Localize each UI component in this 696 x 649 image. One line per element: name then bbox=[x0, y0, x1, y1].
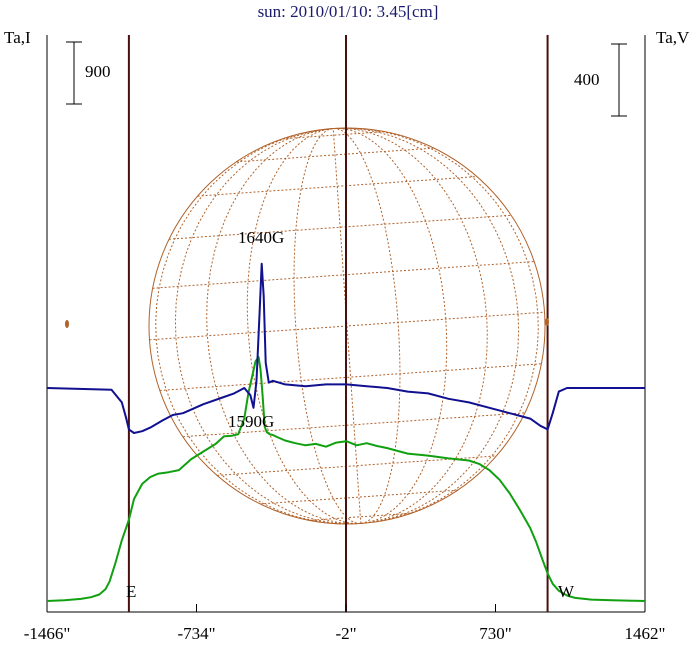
left-axis-label: Ta,I bbox=[4, 28, 31, 47]
longitude-line bbox=[333, 128, 448, 524]
circular-peak-annotation: 1590G bbox=[228, 412, 275, 431]
longitude-line bbox=[246, 128, 361, 524]
x-tick-label: -1466" bbox=[23, 624, 71, 643]
east-limb-marker: E bbox=[126, 582, 137, 601]
series-group bbox=[46, 262, 646, 602]
longitude-line bbox=[206, 128, 361, 525]
left-scale-label: 900 bbox=[85, 62, 111, 81]
latitude-line bbox=[152, 261, 535, 289]
intensity-peak-annotation: 1640G bbox=[238, 228, 285, 247]
right-axis-label: Ta,V bbox=[656, 28, 690, 47]
x-tick-label: 1462" bbox=[624, 624, 666, 643]
longitude-line bbox=[155, 128, 361, 525]
longitude-line bbox=[174, 128, 361, 525]
latitude-line bbox=[197, 176, 477, 197]
x-tick-label: 730" bbox=[479, 624, 512, 643]
left-scale-bar bbox=[66, 41, 82, 105]
longitude-line bbox=[333, 128, 401, 524]
right-scale-label: 400 bbox=[574, 70, 600, 89]
longitude-line bbox=[293, 128, 361, 524]
longitude-line bbox=[333, 127, 488, 524]
intensity-series-line bbox=[46, 356, 646, 602]
longitude-line bbox=[333, 127, 520, 524]
latitude-line bbox=[260, 489, 458, 505]
longitude-line bbox=[333, 127, 539, 524]
chart-title: sun: 2010/01/10: 3.45[cm] bbox=[257, 2, 439, 21]
limb-mark bbox=[65, 320, 69, 328]
solar-disk-grid bbox=[148, 127, 546, 525]
limb-mark bbox=[545, 318, 549, 326]
x-tick-label: -2" bbox=[335, 624, 357, 643]
circular-series-line bbox=[46, 262, 645, 434]
latitude-line bbox=[159, 363, 542, 391]
west-limb-marker: W bbox=[558, 582, 575, 601]
right-scale-bar bbox=[611, 43, 627, 117]
x-tick-label: -734" bbox=[177, 624, 216, 643]
chart-frame bbox=[46, 35, 646, 613]
